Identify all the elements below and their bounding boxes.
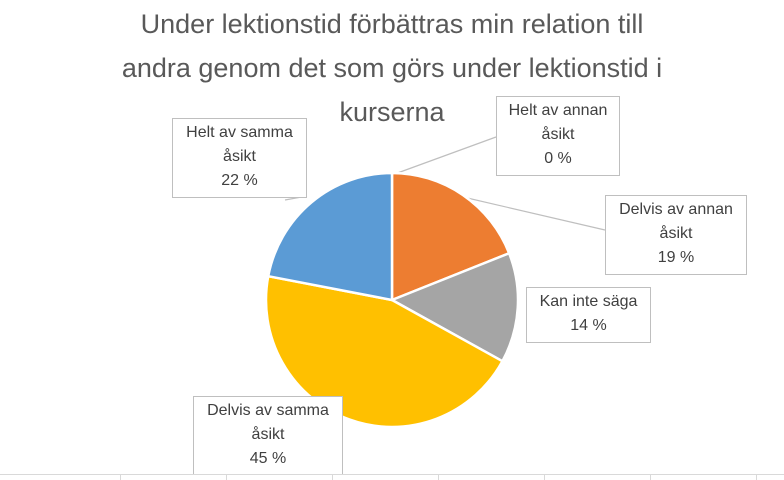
data-label-text: åsikt <box>659 225 693 242</box>
chart-title-line-3: kurserna <box>339 97 445 127</box>
data-label-helt-av-samma: Helt av samma åsikt 22 % <box>172 118 307 198</box>
data-label-delvis-av-annan: Delvis av annan åsikt 19 % <box>605 195 747 275</box>
data-label-kan-inte-saga: Kan inte säga 14 % <box>526 287 651 343</box>
chart-title-line-1: Under lektionstid förbättras min relatio… <box>140 9 644 39</box>
data-label-helt-av-annan: Helt av annan åsikt 0 % <box>496 96 620 176</box>
data-label-percent: 14 % <box>570 317 607 334</box>
data-label-text: åsikt <box>251 426 285 443</box>
grid-tick <box>120 475 121 480</box>
data-label-text: Delvis av annan <box>619 201 733 218</box>
data-label-delvis-av-samma: Delvis av samma åsikt 45 % <box>193 396 343 480</box>
grid-tick <box>332 475 333 480</box>
pie-slice-2 <box>390 252 520 363</box>
pie-slice-1 <box>390 171 511 302</box>
grid-tick <box>756 475 757 480</box>
grid-tick <box>438 475 439 480</box>
pie-slice-3 <box>264 274 504 429</box>
chart-title-line-2: andra genom det som görs under lektionst… <box>121 53 663 83</box>
data-label-percent: 22 % <box>221 172 258 189</box>
chart-title: Under lektionstid förbättras min relatio… <box>92 2 692 134</box>
grid-tick <box>650 475 651 480</box>
data-label-percent: 0 % <box>544 150 572 167</box>
leader-line <box>391 136 497 176</box>
grid-tick <box>226 475 227 480</box>
data-label-text: Helt av annan <box>508 102 608 119</box>
leader-line <box>462 196 606 231</box>
data-label-percent: 19 % <box>657 249 695 266</box>
data-label-text: åsikt <box>223 148 256 165</box>
data-label-text: Delvis av samma <box>207 402 329 419</box>
data-label-text: Helt av samma <box>186 124 293 141</box>
bottom-gridline <box>0 474 784 480</box>
data-label-percent: 45 % <box>249 450 287 467</box>
pie-slice-4 <box>266 171 394 302</box>
grid-tick <box>544 475 545 480</box>
data-label-text: åsikt <box>541 126 575 143</box>
data-label-text: Kan inte säga <box>539 293 638 310</box>
